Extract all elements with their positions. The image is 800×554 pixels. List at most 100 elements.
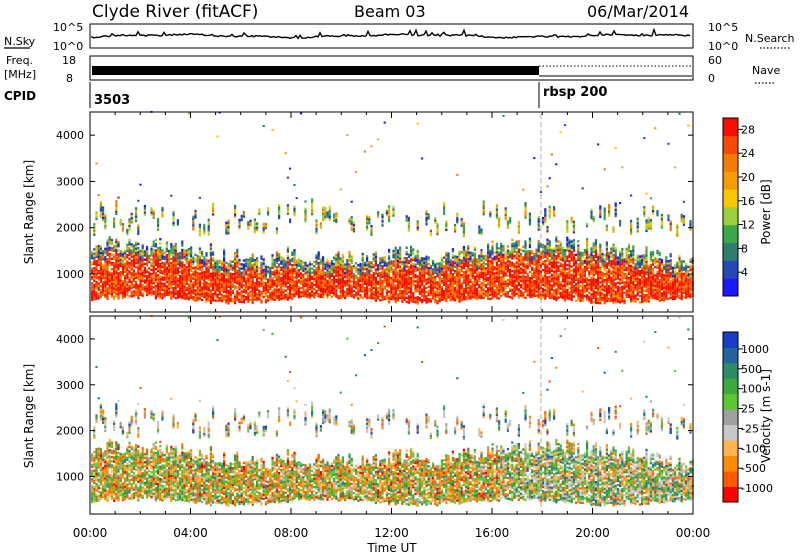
range-gate-cell bbox=[352, 289, 355, 293]
range-gate-cell bbox=[159, 283, 162, 287]
range-gate-cell bbox=[473, 271, 476, 274]
range-gate-cell bbox=[553, 266, 556, 269]
range-gate-cell bbox=[432, 270, 435, 273]
range-gate-cell bbox=[396, 249, 399, 252]
range-gate-cell bbox=[260, 295, 263, 298]
range-gate-cell bbox=[531, 293, 534, 296]
range-gate-cell bbox=[383, 278, 386, 282]
range-gate-cell bbox=[559, 268, 562, 272]
range-gate-cell bbox=[108, 292, 111, 295]
range-gate-cell bbox=[469, 291, 472, 294]
range-gate-cell bbox=[91, 275, 94, 279]
range-gate-cell bbox=[495, 244, 498, 248]
range-gate-cell bbox=[130, 286, 133, 290]
range-gate-cell bbox=[498, 284, 501, 288]
range-gate-cell bbox=[498, 268, 501, 271]
range-gate-cell bbox=[396, 264, 399, 267]
range-gate-cell bbox=[271, 256, 274, 259]
range-gate-cell bbox=[443, 204, 446, 207]
range-gate-cell bbox=[506, 270, 509, 273]
range-gate-cell bbox=[506, 266, 509, 269]
range-gate-cell bbox=[97, 286, 100, 289]
range-gate-cell bbox=[245, 291, 248, 295]
range-gate-cell bbox=[432, 282, 435, 286]
range-gate-cell bbox=[515, 273, 518, 277]
range-gate-cell bbox=[275, 276, 278, 279]
range-gate-cell bbox=[174, 290, 177, 294]
range-gate-cell bbox=[278, 204, 281, 207]
range-gate-cell bbox=[553, 283, 556, 286]
range-gate-cell bbox=[135, 217, 138, 221]
range-gate-cell bbox=[223, 251, 226, 254]
range-gate-cell bbox=[194, 278, 197, 282]
range-gate-cell bbox=[341, 287, 344, 290]
range-gate-cell bbox=[401, 292, 404, 295]
range-gate-cell bbox=[113, 280, 116, 284]
range-gate-cell bbox=[473, 277, 476, 280]
range-gate-cell bbox=[146, 250, 149, 253]
range-gate-cell bbox=[207, 299, 210, 302]
range-gate-cell bbox=[502, 286, 505, 290]
range-gate-cell bbox=[388, 271, 391, 275]
range-gate-cell bbox=[234, 209, 237, 212]
range-gate-cell bbox=[416, 258, 419, 261]
range-gate-cell bbox=[190, 254, 193, 258]
range-gate-cell bbox=[368, 290, 371, 293]
range-gate-cell bbox=[157, 294, 160, 298]
range-gate-cell bbox=[366, 257, 369, 260]
range-gate-cell bbox=[484, 275, 487, 278]
range-gate-cell bbox=[242, 276, 245, 279]
range-gate-cell bbox=[418, 265, 421, 268]
range-gate-cell bbox=[366, 292, 369, 296]
range-gate-cell bbox=[399, 281, 402, 285]
range-gate-cell bbox=[128, 295, 131, 298]
range-gate-cell bbox=[544, 280, 547, 283]
range-gate-cell bbox=[544, 293, 547, 296]
range-gate-cell bbox=[225, 221, 228, 224]
range-gate-cell bbox=[207, 231, 210, 234]
range-gate-cell bbox=[566, 236, 569, 240]
range-gate-cell bbox=[500, 276, 503, 279]
range-gate-cell bbox=[93, 233, 96, 236]
range-gate-cell bbox=[201, 290, 204, 293]
range-gate-cell bbox=[355, 270, 358, 273]
range-gate-cell bbox=[478, 275, 481, 278]
range-gate-cell bbox=[568, 251, 571, 255]
range-gate-cell bbox=[570, 296, 573, 299]
range-gate-cell bbox=[377, 291, 380, 294]
range-gate-cell bbox=[284, 268, 287, 271]
range-gate-cell bbox=[456, 272, 459, 275]
range-gate-cell bbox=[218, 265, 221, 269]
range-gate-cell bbox=[165, 243, 168, 246]
range-gate-cell bbox=[526, 256, 529, 259]
range-gate-cell bbox=[443, 294, 446, 297]
range-gate-cell bbox=[399, 250, 402, 254]
range-gate-cell bbox=[275, 292, 278, 296]
range-gate-cell bbox=[388, 263, 391, 266]
range-gate-cell bbox=[414, 257, 417, 260]
range-gate-cell bbox=[355, 291, 358, 294]
range-gate-cell bbox=[511, 263, 514, 266]
range-gate-cell bbox=[511, 280, 514, 283]
range-gate-cell bbox=[172, 213, 175, 216]
range-gate-cell bbox=[544, 276, 547, 279]
range-gate-cell bbox=[396, 257, 399, 261]
range-gate-cell bbox=[335, 291, 338, 294]
range-gate-cell bbox=[165, 272, 168, 276]
range-gate-cell bbox=[328, 279, 331, 282]
range-gate-cell bbox=[462, 222, 465, 225]
range-gate-cell bbox=[141, 261, 144, 264]
range-gate-cell bbox=[119, 264, 122, 268]
range-gate-cell bbox=[548, 216, 551, 219]
range-gate-cell bbox=[491, 269, 494, 273]
range-gate-cell bbox=[207, 290, 210, 294]
range-gate-cell bbox=[394, 290, 397, 293]
range-gate-cell bbox=[275, 297, 278, 300]
range-gate-cell bbox=[269, 279, 272, 282]
range-gate-cell bbox=[269, 273, 272, 276]
range-gate-cell bbox=[240, 298, 243, 301]
range-gate-cell bbox=[106, 253, 109, 257]
range-gate-cell bbox=[262, 285, 265, 288]
range-gate-cell bbox=[183, 264, 186, 267]
range-gate-cell bbox=[170, 295, 173, 298]
